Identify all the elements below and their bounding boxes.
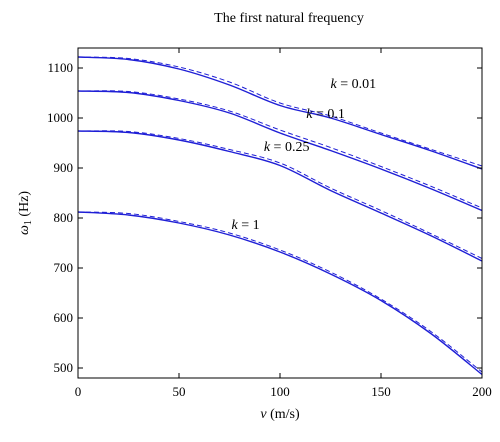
- x-tick-label-0: 0: [75, 384, 82, 399]
- series-line-0-solid: [78, 56, 483, 170]
- series-line-1-dashed: [78, 56, 483, 167]
- series-label-0: k = 0.01: [331, 77, 377, 92]
- series-line-5-dashed: [78, 130, 483, 259]
- series-line-3-dashed: [78, 90, 483, 209]
- x-axis-title: v (m/s): [260, 407, 300, 422]
- y-tick-label-0: 500: [54, 360, 74, 375]
- y-tick-label-4: 900: [54, 160, 74, 175]
- series-line-6-solid: [78, 211, 483, 376]
- y-axis: 500 600 700 800 900 1000 1100: [47, 60, 482, 375]
- annotations: k = 0.01 k = 0.1 k = 0.25 k = 1: [232, 77, 377, 233]
- y-tick-label-5: 1000: [47, 110, 73, 125]
- chart-title: The first natural frequency: [214, 11, 364, 26]
- x-tick-label-2: 100: [270, 384, 290, 399]
- x-tick-label-1: 50: [173, 384, 186, 399]
- x-tick-label-4: 200: [472, 384, 492, 399]
- x-tick-label-3: 150: [371, 384, 391, 399]
- series-line-4-solid: [78, 130, 483, 262]
- y-tick-label-2: 700: [54, 260, 74, 275]
- series-line-2-solid: [78, 90, 483, 212]
- series-label-2: k = 0.25: [264, 140, 310, 155]
- y-tick-label-6: 1100: [47, 60, 73, 75]
- y-tick-label-3: 800: [54, 210, 74, 225]
- series-label-3: k = 1: [232, 218, 260, 233]
- series-layer: [78, 56, 483, 376]
- x-axis: 0 50 100 150 200: [75, 48, 492, 399]
- plot-frame: [77, 47, 483, 379]
- series-line-7-dashed: [78, 211, 483, 373]
- y-tick-label-1: 600: [54, 310, 74, 325]
- y-axis-title: ω1 (Hz): [17, 191, 34, 235]
- series-label-1: k = 0.1: [306, 107, 345, 122]
